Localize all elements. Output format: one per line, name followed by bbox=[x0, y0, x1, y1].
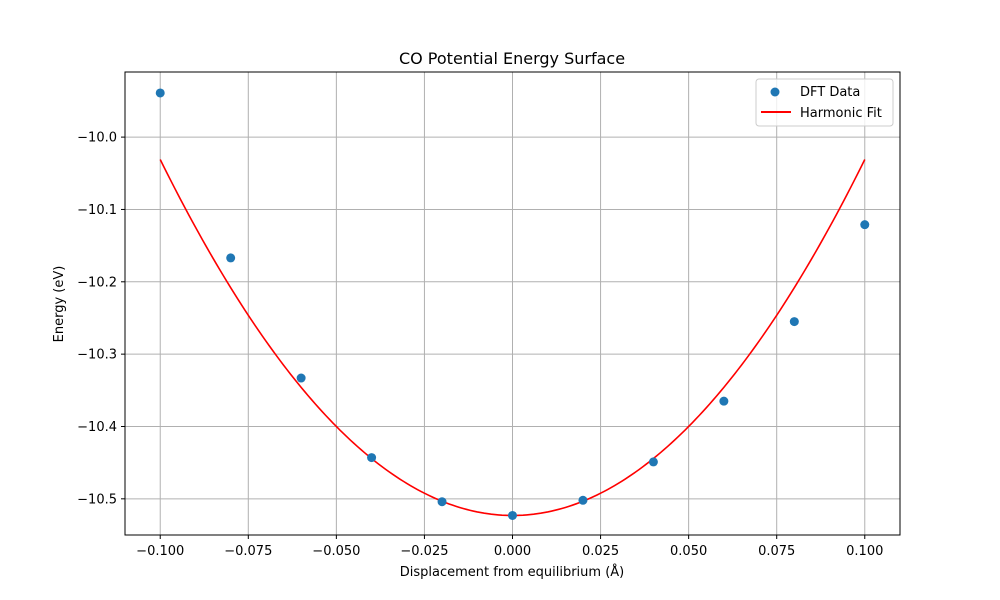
x-tick-label: −0.075 bbox=[224, 544, 272, 559]
x-tick-label: −0.050 bbox=[312, 544, 360, 559]
x-axis-label: Displacement from equilibrium (Å) bbox=[400, 564, 625, 580]
dft-data-point bbox=[226, 253, 236, 263]
dft-data-point bbox=[578, 495, 588, 505]
x-tick-label: 0.025 bbox=[582, 544, 619, 559]
scatter-series bbox=[155, 88, 870, 520]
legend-marker-dft bbox=[770, 87, 780, 97]
chart-title: CO Potential Energy Surface bbox=[399, 49, 625, 68]
x-tick-label: 0.100 bbox=[846, 544, 883, 559]
dft-data-point bbox=[296, 373, 306, 383]
legend-box bbox=[755, 78, 894, 127]
legend-label-dft: DFT Data bbox=[800, 85, 860, 100]
y-tick-label: −10.0 bbox=[77, 131, 117, 146]
y-tick-label: −10.1 bbox=[77, 203, 117, 218]
dft-data-point bbox=[789, 317, 799, 327]
dft-data-point bbox=[437, 497, 447, 507]
legend: DFT Data Harmonic Fit bbox=[755, 78, 894, 127]
legend-label-fit: Harmonic Fit bbox=[800, 106, 882, 121]
y-axis-label: Energy (eV) bbox=[52, 266, 67, 343]
dft-data-point bbox=[155, 88, 165, 98]
y-tick-label: −10.3 bbox=[77, 348, 117, 363]
grid-lines bbox=[125, 72, 900, 535]
dft-data-point bbox=[367, 453, 377, 463]
y-tick-label: −10.4 bbox=[77, 420, 117, 435]
y-tick-label: −10.5 bbox=[77, 492, 117, 507]
dft-data-point bbox=[719, 396, 729, 406]
dft-data-point bbox=[508, 510, 517, 520]
x-axis: −0.100 −0.075 −0.050 −0.025 0.000 0.025 0.050 0… bbox=[136, 535, 883, 559]
y-axis: −10.0 −10.1 −10.2 −10.3 −10.4 −10.5 bbox=[77, 131, 125, 507]
x-tick-label: −0.025 bbox=[400, 544, 448, 559]
x-tick-label: −0.100 bbox=[136, 544, 184, 559]
x-tick-label: 0.000 bbox=[494, 544, 531, 559]
x-tick-label: 0.075 bbox=[758, 544, 795, 559]
dft-data-point bbox=[860, 220, 870, 230]
y-tick-label: −10.2 bbox=[77, 275, 117, 290]
dft-data-point bbox=[648, 457, 658, 467]
x-tick-label: 0.050 bbox=[670, 544, 707, 559]
